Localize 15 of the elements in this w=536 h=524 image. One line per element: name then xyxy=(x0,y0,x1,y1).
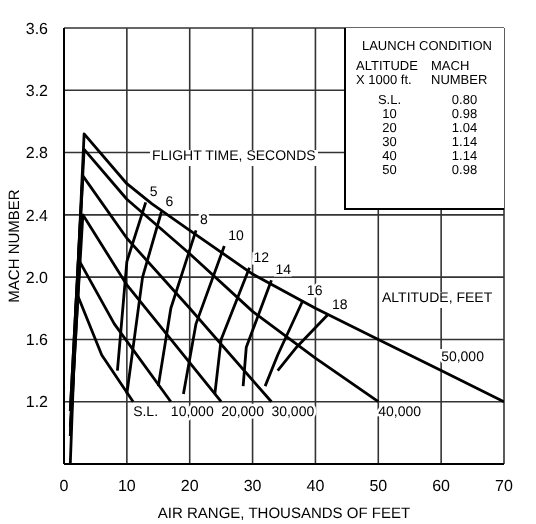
x-tick-label: 20 xyxy=(180,477,200,496)
x-tick-label: 50 xyxy=(369,477,389,496)
y-tick-label: 2.4 xyxy=(25,206,50,225)
y-tick-label: 2.0 xyxy=(25,268,50,287)
x-tick-label: 0 xyxy=(59,477,70,496)
y-tick-label: 1.2 xyxy=(25,393,50,412)
x-tick-label: 30 xyxy=(243,477,263,496)
y-tick-label: 3.6 xyxy=(25,19,50,38)
x-tick-label: 60 xyxy=(432,477,452,496)
y-tick-label: 3.2 xyxy=(25,81,50,100)
y-tick-label: 1.6 xyxy=(25,331,50,350)
x-tick-label: 10 xyxy=(117,477,137,496)
y-tick-label: 2.8 xyxy=(25,144,50,163)
x-tick-label: 40 xyxy=(306,477,326,496)
x-tick-label: 70 xyxy=(495,477,514,496)
